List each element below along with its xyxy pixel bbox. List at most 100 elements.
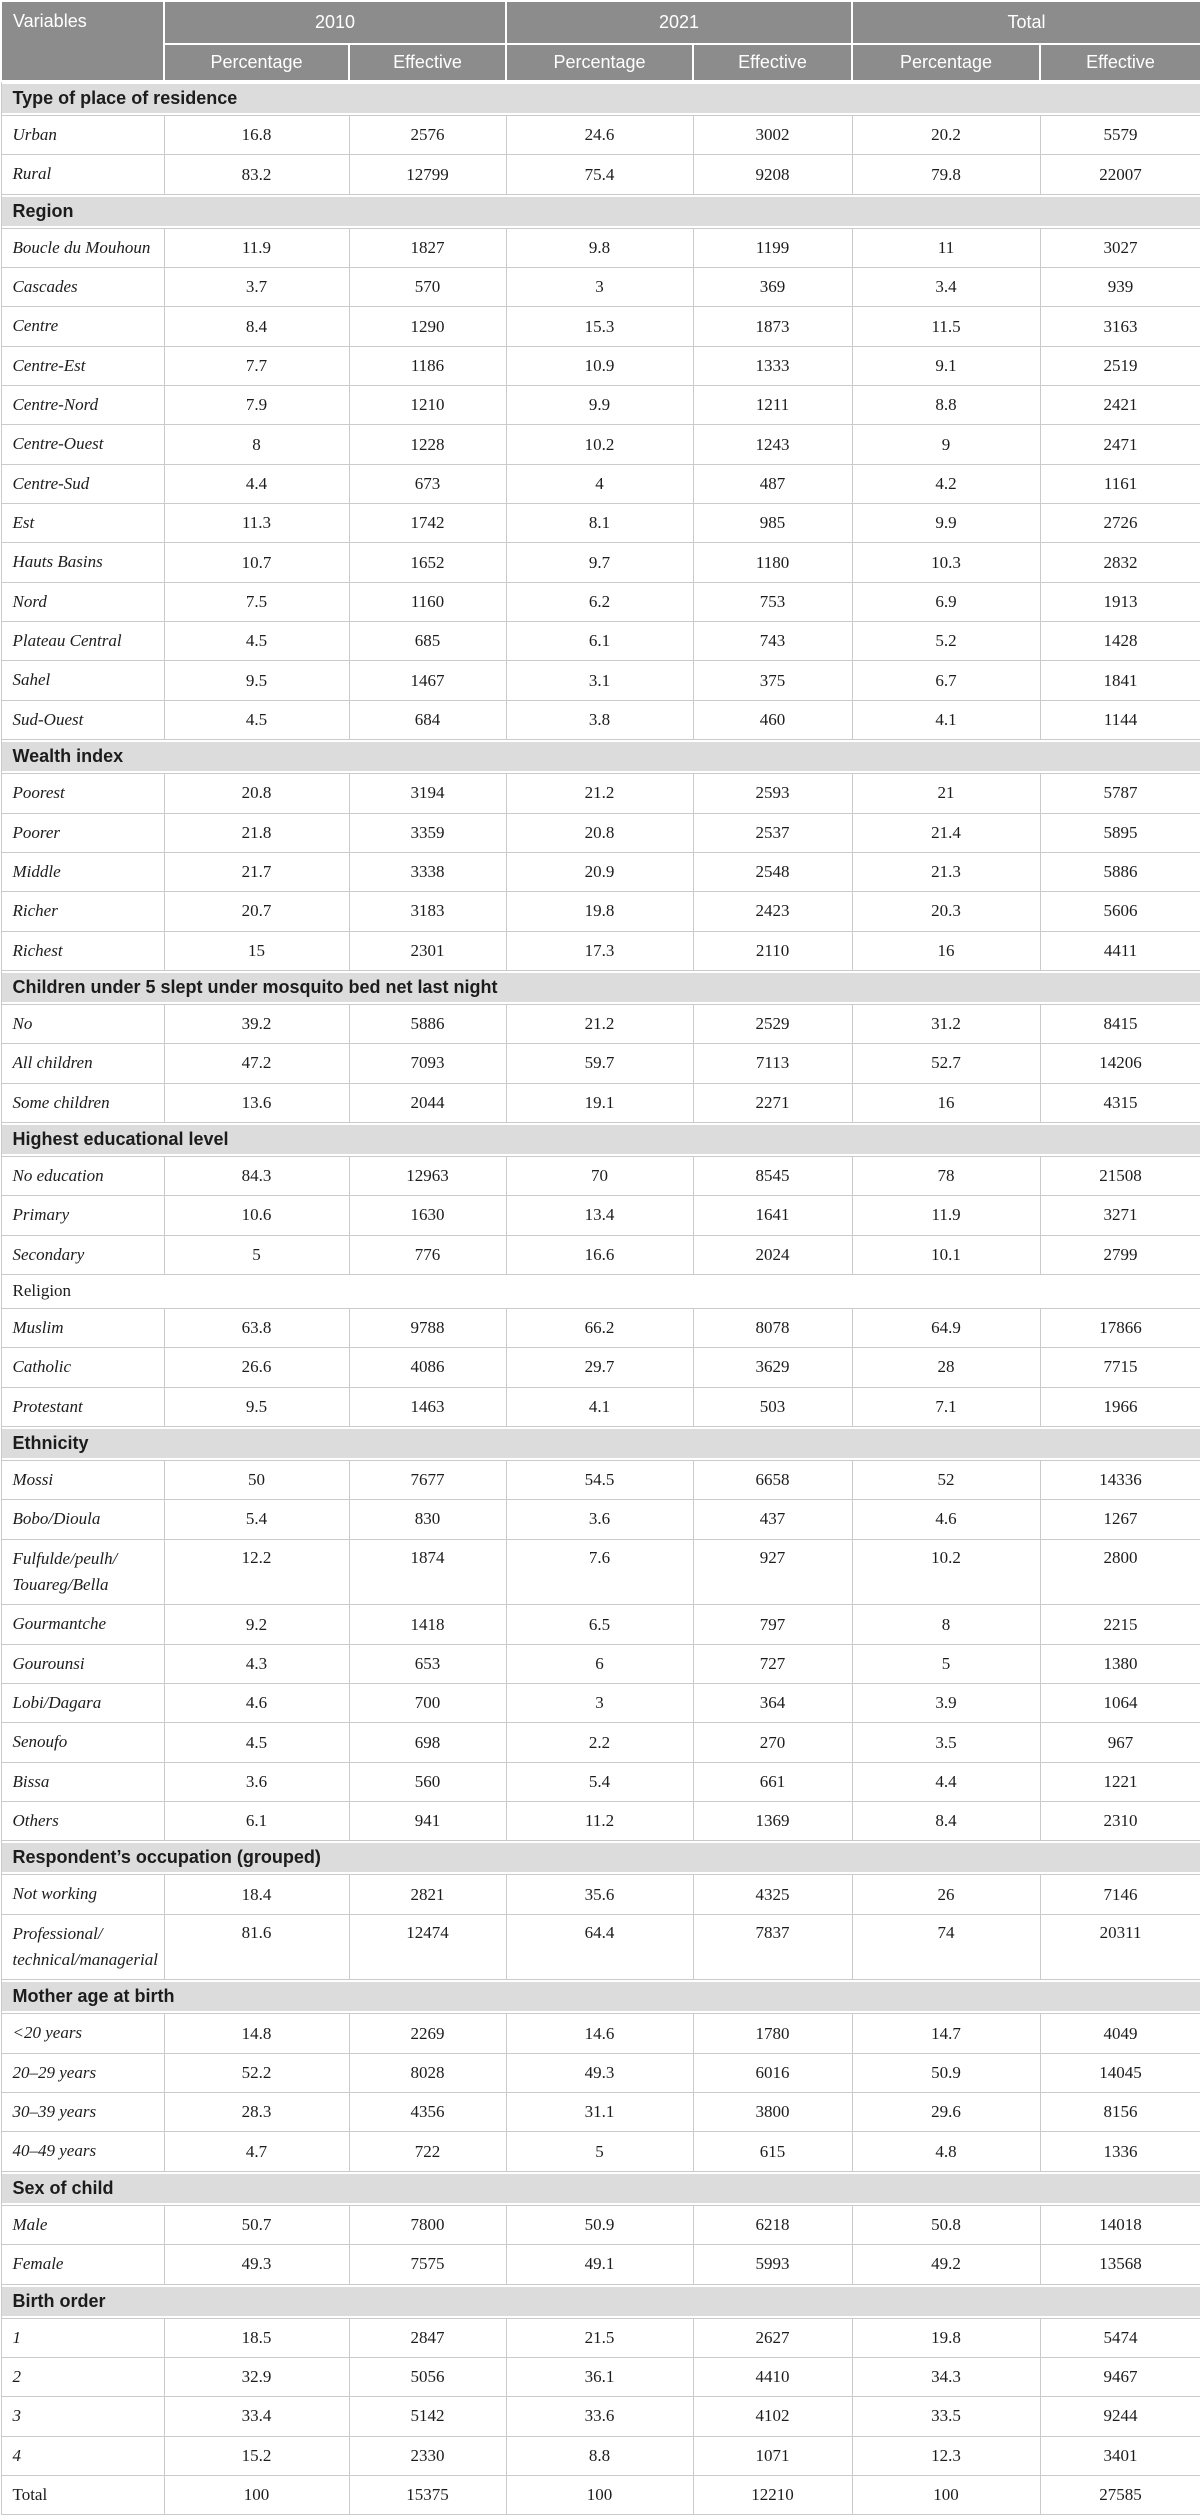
cell-value: 9.7 (505, 542, 694, 583)
section-title: Birth order (0, 2283, 1200, 2319)
cell-value: 21.2 (505, 1003, 694, 1045)
cell-value: 6.1 (163, 1801, 350, 1842)
data-row: Female 49.3 7575 49.1 5993 49.2 13568 (0, 2244, 1200, 2285)
cell-value: 727 (692, 1643, 853, 1685)
cell-value: 4.2 (851, 463, 1041, 505)
row-label: Professional/ technical/managerial (0, 1913, 165, 1981)
data-row: Sud-Ouest 4.5 684 3.8 460 4.1 1144 (0, 699, 1200, 741)
cell-value: 12474 (348, 1913, 507, 1981)
cell-value: 4356 (348, 2092, 507, 2133)
data-row: Richest 15 2301 17.3 2110 16 4411 (0, 930, 1200, 971)
cell-value: 8415 (1039, 1003, 1200, 1045)
cell-value: 36.1 (505, 2356, 694, 2398)
cell-value: 26 (851, 1874, 1041, 1915)
cell-value: 5142 (348, 2396, 507, 2437)
section-title: Ethnicity (0, 1425, 1200, 1461)
cell-value: 28.3 (163, 2092, 350, 2133)
cell-value: 3.1 (505, 660, 694, 701)
cell-value: 700 (348, 1683, 507, 1724)
cell-value: 75.4 (505, 154, 694, 195)
cell-value: 1467 (348, 660, 507, 701)
cell-value: 4.5 (163, 1722, 350, 1763)
cell-value: 2044 (348, 1082, 507, 1123)
row-label: 40–49 years (0, 2131, 165, 2172)
cell-value: 15 (163, 930, 350, 971)
cell-value: 13568 (1039, 2244, 1200, 2285)
cell-value: 3 (505, 267, 694, 308)
data-row: 3 33.4 5142 33.6 4102 33.5 9244 (0, 2396, 1200, 2437)
header-group-row: Variables 2010 2021 Total (0, 0, 1200, 82)
cell-value: 1071 (692, 2435, 853, 2476)
data-row: Centre-Nord 7.9 1210 9.9 1211 8.8 2421 (0, 385, 1200, 426)
cell-value: 74 (851, 1913, 1041, 1981)
cell-value: 81.6 (163, 1913, 350, 1981)
cell-value: 20.8 (163, 773, 350, 814)
cell-value: 1333 (692, 345, 853, 387)
cell-value: 19.8 (505, 891, 694, 932)
cell-value: 5886 (1039, 851, 1200, 893)
cell-value: 52.7 (851, 1043, 1041, 1084)
data-row: Others 6.1 941 11.2 1369 8.4 2310 (0, 1801, 1200, 1842)
cell-value: 49.1 (505, 2244, 694, 2285)
cell-value: 21.5 (505, 2317, 694, 2358)
cell-value: 615 (692, 2131, 853, 2172)
cell-value: 6.7 (851, 660, 1041, 701)
cell-value: 50.9 (505, 2204, 694, 2246)
cell-value: 7093 (348, 1043, 507, 1084)
cell-value: 52 (851, 1459, 1041, 1501)
cell-value: 21.2 (505, 773, 694, 814)
cell-value: 2593 (692, 773, 853, 814)
cell-value: 9 (851, 424, 1041, 465)
cell-value: 3163 (1039, 306, 1200, 347)
cell-value: 1780 (692, 2013, 853, 2054)
column-group-total: Total (851, 0, 1200, 45)
cell-value: 7837 (692, 1913, 853, 1981)
cell-value: 1428 (1039, 621, 1200, 662)
cell-value: 9.2 (163, 1604, 350, 1645)
cell-value: 4.5 (163, 621, 350, 662)
cell-value: 20.8 (505, 812, 694, 853)
cell-value: 939 (1039, 267, 1200, 308)
cell-value: 8.8 (851, 385, 1041, 426)
data-row: Centre-Sud 4.4 673 4 487 4.2 1161 (0, 463, 1200, 505)
data-row: Rural 83.2 12799 75.4 9208 79.8 22007 (0, 154, 1200, 195)
cell-value: 2301 (348, 930, 507, 971)
cell-value: 1641 (692, 1195, 853, 1236)
cell-value: 59.7 (505, 1043, 694, 1084)
cell-value: 2548 (692, 851, 853, 893)
cell-value: 2310 (1039, 1801, 1200, 1842)
cell-value: 3359 (348, 812, 507, 853)
cell-value: 14336 (1039, 1459, 1200, 1501)
row-label: Est (0, 503, 165, 544)
cell-value: 985 (692, 503, 853, 544)
cell-value: 52.2 (163, 2052, 350, 2094)
cell-value: 50.9 (851, 2052, 1041, 2094)
cell-value: 5 (163, 1234, 350, 1275)
cell-value: 9.5 (163, 1386, 350, 1427)
cell-value: 1180 (692, 542, 853, 583)
row-label: Sahel (0, 660, 165, 701)
data-row: Gourmantche 9.2 1418 6.5 797 8 2215 (0, 1604, 1200, 1645)
data-row: Some children 13.6 2044 19.1 2271 16 4315 (0, 1082, 1200, 1123)
row-label: Lobi/Dagara (0, 1683, 165, 1724)
cell-value: 100 (505, 2474, 694, 2515)
cell-value: 2271 (692, 1082, 853, 1123)
cell-value: 1144 (1039, 699, 1200, 741)
column-header-percentage-total: Percentage (851, 43, 1042, 82)
cell-value: 3002 (692, 114, 853, 156)
row-label: 4 (0, 2435, 165, 2476)
cell-value: 4.4 (163, 463, 350, 505)
cell-value: 698 (348, 1722, 507, 1763)
cell-value: 11.9 (163, 227, 350, 269)
cell-value: 3401 (1039, 2435, 1200, 2476)
cell-value: 66.2 (505, 1307, 694, 1349)
cell-value: 8.1 (505, 503, 694, 544)
cell-value: 26.6 (163, 1347, 350, 1388)
cell-value: 5895 (1039, 812, 1200, 853)
cell-value: 4.7 (163, 2131, 350, 2172)
cell-value: 2110 (692, 930, 853, 971)
section-title: Wealth index (0, 739, 1200, 775)
cell-value: 9.1 (851, 345, 1041, 387)
cell-value: 6658 (692, 1459, 853, 1501)
row-label: All children (0, 1043, 165, 1084)
